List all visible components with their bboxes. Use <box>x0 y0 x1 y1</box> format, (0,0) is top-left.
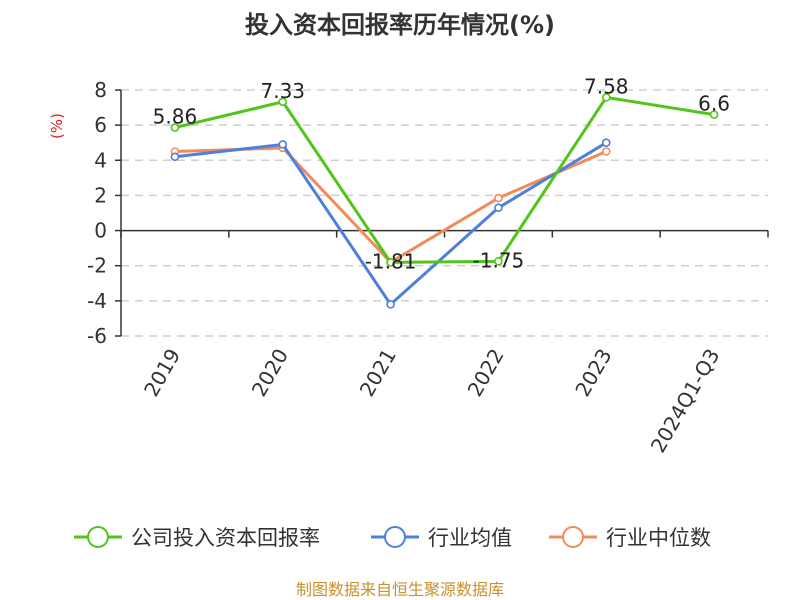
legend-item: 行业均值 <box>371 526 512 550</box>
axes <box>115 89 769 337</box>
gridlines <box>121 89 768 337</box>
data-label: -1.81 <box>365 249 417 273</box>
data-point <box>494 193 503 203</box>
legend-label: 行业中位数 <box>606 526 711 550</box>
data-labels: 5.86 7.33 -1.81 -1.75 7.58 6.6 <box>153 74 730 273</box>
chart-title: 投入资本回报率历年情况(%) <box>245 11 555 39</box>
legend-marker <box>384 526 406 548</box>
series-line <box>174 141 608 306</box>
y-axis-unit: (%) <box>48 113 66 139</box>
x-tick-label: 2020 <box>247 345 293 401</box>
data-label: 5.86 <box>153 105 198 129</box>
series-line <box>174 95 715 264</box>
y-tick-label: 0 <box>94 219 107 243</box>
source-note: 制图数据来自恒生聚源数据库 <box>296 580 504 599</box>
data-label: 7.33 <box>260 79 305 103</box>
data-point <box>709 110 719 119</box>
series-lines <box>170 93 719 309</box>
legend-marker <box>87 526 109 548</box>
x-tick-labels: 2019 2020 2021 2022 2023 2024Q1-Q3 <box>139 344 724 456</box>
series-2 <box>170 143 611 267</box>
series-0 <box>170 93 719 267</box>
y-tick-labels: 8 6 4 2 0 -2 -4 -6 <box>87 78 107 348</box>
data-point <box>278 97 288 107</box>
y-tick-label: -4 <box>87 289 107 313</box>
legend-marker <box>562 526 584 548</box>
y-tick-label: 4 <box>94 148 107 172</box>
data-point <box>278 140 288 149</box>
data-point <box>601 138 611 148</box>
data-point <box>386 258 395 267</box>
x-tick-label: 2022 <box>463 344 509 400</box>
y-tick-label: 2 <box>94 183 107 207</box>
legend-label: 公司投入资本回报率 <box>131 526 320 550</box>
y-tick-label: -6 <box>87 324 107 348</box>
x-tick-label: 2023 <box>570 345 616 401</box>
legend-label: 行业均值 <box>428 526 512 550</box>
data-point <box>494 203 503 213</box>
x-tick-label: 2019 <box>139 345 185 401</box>
legend-item: 公司投入资本回报率 <box>74 526 320 550</box>
data-point <box>494 257 503 266</box>
y-tick-label: 6 <box>94 113 107 137</box>
data-label: 6.6 <box>698 92 730 116</box>
legend-item: 行业中位数 <box>549 526 711 550</box>
x-tick-label: 2021 <box>355 345 401 401</box>
y-tick-label: 8 <box>94 78 107 102</box>
data-label: -1.75 <box>473 248 525 272</box>
data-point <box>386 300 395 309</box>
data-point <box>170 123 180 132</box>
legend: 公司投入资本回报率 行业均值 行业中位数 <box>74 526 711 550</box>
data-point <box>601 93 611 102</box>
series-1 <box>170 138 611 309</box>
data-label: 7.58 <box>584 74 629 98</box>
data-point <box>601 147 611 156</box>
data-point <box>170 152 180 162</box>
x-tick-label: 2024Q1-Q3 <box>646 345 725 457</box>
series-line <box>174 146 607 264</box>
y-tick-label: -2 <box>87 254 107 278</box>
